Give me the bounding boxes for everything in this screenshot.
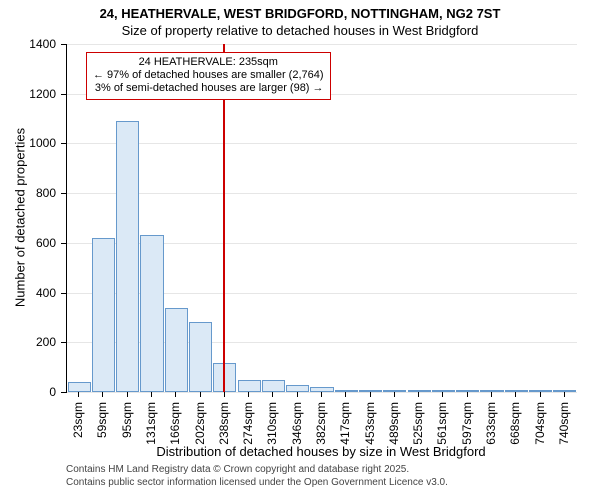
xtick-mark: [418, 392, 419, 397]
ytick-label: 1200: [0, 87, 56, 101]
xtick-mark: [370, 392, 371, 397]
xtick-label: 131sqm: [144, 402, 158, 452]
xtick-label: 668sqm: [508, 402, 522, 452]
y-axis-label: Number of detached properties: [13, 78, 28, 358]
xtick-mark: [515, 392, 516, 397]
xtick-mark: [175, 392, 176, 397]
xtick-label: 740sqm: [557, 402, 571, 452]
histogram-bar: [140, 235, 163, 392]
histogram-bar: [432, 390, 455, 392]
xtick-label: 561sqm: [435, 402, 449, 452]
ytick-mark: [61, 44, 66, 45]
xtick-label: 704sqm: [533, 402, 547, 452]
xtick-mark: [345, 392, 346, 397]
ytick-mark: [61, 392, 66, 393]
histogram-bar: [238, 380, 261, 392]
gridline: [67, 143, 577, 144]
ytick-label: 400: [0, 286, 56, 300]
ytick-label: 0: [0, 385, 56, 399]
histogram-bar: [383, 390, 406, 392]
ytick-mark: [61, 293, 66, 294]
xtick-label: 95sqm: [120, 402, 134, 452]
ytick-label: 800: [0, 186, 56, 200]
chart-title-line1: 24, HEATHERVALE, WEST BRIDGFORD, NOTTING…: [0, 6, 600, 21]
histogram-bar: [456, 390, 479, 392]
xtick-label: 382sqm: [314, 402, 328, 452]
xtick-mark: [151, 392, 152, 397]
xtick-mark: [272, 392, 273, 397]
xtick-label: 310sqm: [265, 402, 279, 452]
xtick-label: 633sqm: [484, 402, 498, 452]
xtick-mark: [564, 392, 565, 397]
histogram-bar: [335, 390, 358, 392]
histogram-bar: [505, 390, 528, 392]
xtick-mark: [321, 392, 322, 397]
xtick-label: 346sqm: [290, 402, 304, 452]
gridline: [67, 193, 577, 194]
xtick-mark: [394, 392, 395, 397]
xtick-mark: [78, 392, 79, 397]
annotation-line: 24 HEATHERVALE: 235sqm: [93, 56, 324, 69]
xtick-label: 489sqm: [387, 402, 401, 452]
histogram-bar: [92, 238, 115, 392]
footer-line-1: Contains HM Land Registry data © Crown c…: [66, 464, 409, 475]
xtick-label: 202sqm: [193, 402, 207, 452]
xtick-mark: [200, 392, 201, 397]
histogram-bar: [165, 308, 188, 393]
ytick-mark: [61, 342, 66, 343]
histogram-bar: [286, 385, 309, 392]
histogram-bar: [262, 380, 285, 392]
histogram-bar: [68, 382, 91, 392]
histogram-bar: [116, 121, 139, 392]
xtick-mark: [442, 392, 443, 397]
xtick-label: 274sqm: [241, 402, 255, 452]
ytick-label: 1400: [0, 37, 56, 51]
ytick-mark: [61, 94, 66, 95]
xtick-mark: [491, 392, 492, 397]
histogram-bar: [359, 390, 382, 392]
annotation-box: 24 HEATHERVALE: 235sqm← 97% of detached …: [86, 52, 331, 100]
ytick-label: 1000: [0, 136, 56, 150]
xtick-label: 417sqm: [338, 402, 352, 452]
ytick-label: 600: [0, 236, 56, 250]
histogram-bar: [529, 390, 552, 392]
xtick-mark: [102, 392, 103, 397]
chart-title-line2: Size of property relative to detached ho…: [0, 23, 600, 38]
xtick-label: 453sqm: [363, 402, 377, 452]
xtick-label: 59sqm: [95, 402, 109, 452]
ytick-mark: [61, 143, 66, 144]
xtick-label: 166sqm: [168, 402, 182, 452]
footer-line-2: Contains public sector information licen…: [66, 477, 448, 488]
histogram-bar: [553, 390, 576, 392]
xtick-mark: [224, 392, 225, 397]
histogram-bar: [213, 363, 236, 392]
histogram-bar: [189, 322, 212, 392]
ytick-mark: [61, 193, 66, 194]
gridline: [67, 44, 577, 45]
xtick-label: 23sqm: [71, 402, 85, 452]
xtick-mark: [540, 392, 541, 397]
gridline: [67, 392, 577, 393]
xtick-label: 525sqm: [411, 402, 425, 452]
ytick-label: 200: [0, 335, 56, 349]
xtick-mark: [248, 392, 249, 397]
xtick-label: 238sqm: [217, 402, 231, 452]
xtick-mark: [297, 392, 298, 397]
xtick-mark: [467, 392, 468, 397]
ytick-mark: [61, 243, 66, 244]
annotation-line: 3% of semi-detached houses are larger (9…: [93, 82, 324, 95]
xtick-label: 597sqm: [460, 402, 474, 452]
annotation-line: ← 97% of detached houses are smaller (2,…: [93, 69, 324, 82]
xtick-mark: [127, 392, 128, 397]
